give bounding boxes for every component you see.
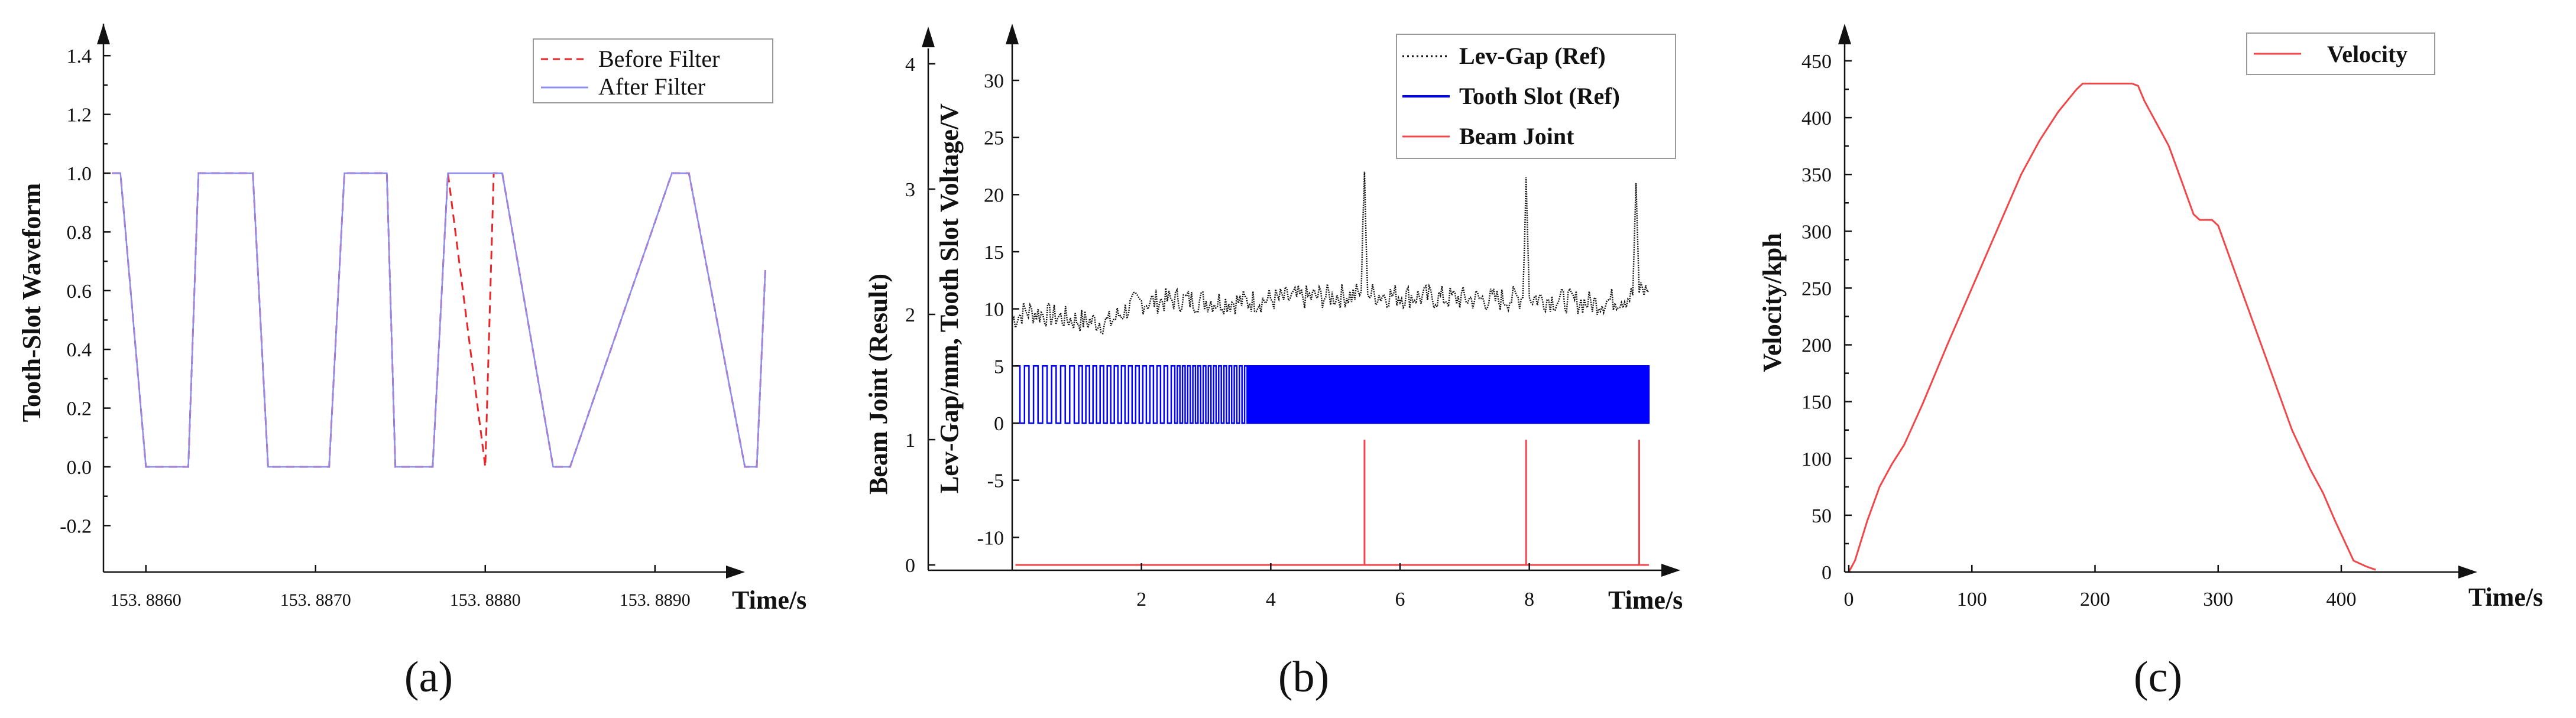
panel-b-legend-label-lev-gap: Lev-Gap (Ref) [1459, 43, 1606, 69]
panel-b-series-lev-gap [1011, 171, 1650, 335]
panel-a: -0.20.00.20.40.60.81.01.21.4 153. 8860 15… [17, 24, 806, 701]
panel-c-series-velocity [1848, 82, 2376, 573]
panel-c-y-axis-arrow-icon [1838, 24, 1851, 44]
panel-b-x-tick-label: 8 [1524, 589, 1534, 610]
panel-b-inner-y-tick-label: 15 [984, 242, 1004, 264]
panel-c-x-axis-arrow-icon [2458, 566, 2477, 579]
panel-c-legend: Velocity [2246, 33, 2435, 75]
panel-a-y-tick-label: 0.4 [67, 339, 92, 361]
panel-b-x-ticks: 2 4 6 8 [1136, 563, 1534, 610]
panel-b-x-tick-label: 2 [1136, 589, 1146, 610]
panel-b-inner-y-tick-label: -5 [987, 470, 1004, 492]
panel-b-inner-y-ticks: -10 -5 0 5 10 15 20 25 30 [977, 70, 1019, 549]
panel-b-legend-label-tooth-slot: Tooth Slot (Ref) [1459, 83, 1620, 109]
panel-b-plot-area [1011, 171, 1650, 566]
panel-b-inner-y-tick-label: 30 [984, 70, 1004, 92]
panel-a-x-axis-arrow-icon [726, 566, 745, 579]
panel-a-legend: Before Filter After Filter [533, 38, 773, 103]
panel-c-y-tick-label: 300 [1801, 221, 1832, 243]
panel-a-legend-label-before-filter: Before Filter [598, 46, 720, 72]
panel-b-outer-y-axis-arrow-icon [922, 27, 935, 47]
panel-c-y-tick-label: 100 [1801, 449, 1832, 470]
panel-a-series-after-filter [112, 172, 766, 468]
panel-b-outer-y-tick-label: 0 [905, 555, 915, 577]
panel-a-y-axis-arrow-icon [97, 24, 110, 44]
panel-b-inner-y-axis-arrow-icon [1006, 24, 1019, 44]
panel-b-inner-y-tick-label: 5 [994, 356, 1004, 378]
panel-c-x-tick-label: 200 [2080, 589, 2110, 610]
panel-c-plot-area [1848, 82, 2376, 573]
panel-b-x-axis-title: Time/s [1608, 586, 1683, 615]
panel-a-plot-area [112, 172, 766, 468]
panel-b-inner-y-axis-title: Lev-Gap/mm, Tooth Slot Voltage/V [935, 103, 964, 493]
panel-c-x-tick-label: 0 [1844, 589, 1854, 610]
panel-c-x-tick-label: 400 [2326, 589, 2357, 610]
panel-a-y-tick-label: 0.2 [67, 398, 92, 420]
panel-c-y-tick-label: 400 [1801, 108, 1832, 129]
panel-c-y-tick-label: 0 [1822, 562, 1832, 584]
panel-b-inner-y-tick-label: 10 [984, 299, 1004, 321]
panel-b: 0 1 2 3 4 -10 -5 0 5 10 15 20 25 30 2 4 6 8 Time/s Beam… [864, 24, 1683, 701]
panel-c-legend-label-velocity: Velocity [2327, 41, 2407, 67]
panel-a-y-tick-label: -0.2 [60, 515, 92, 537]
panel-b-outer-y-tick-label: 4 [905, 54, 915, 76]
panel-c-x-tick-label: 100 [1957, 589, 1987, 610]
panel-a-x-tick-label: 153. 8880 [450, 590, 521, 610]
panel-a-y-tick-label: 1.0 [67, 163, 92, 185]
panel-a-legend-box [533, 38, 773, 103]
panel-c-y-tick-label: 250 [1801, 278, 1832, 300]
panel-a-x-tick-label: 153. 8870 [280, 590, 351, 610]
panel-c-x-tick-label: 300 [2203, 589, 2233, 610]
panel-c-y-tick-label: 450 [1801, 51, 1832, 73]
panel-c: 0 50 100 150 200 250 300 350 400 450 0 100 200 300 40… [1758, 24, 2543, 701]
panel-b-inner-y-tick-label: -10 [977, 527, 1004, 549]
panel-a-x-axis-title: Time/s [732, 586, 806, 615]
panel-b-inner-y-tick-label: 0 [994, 413, 1004, 435]
panel-a-x-ticks: 153. 8860 153. 8870 153. 8880 153. 8890 [111, 565, 691, 610]
panel-a-y-ticks: -0.2 0.0 0.2 0.4 0.6 0.8 1.0 1.2 1.4 [60, 46, 111, 537]
panel-b-outer-y-tick-label: 3 [905, 179, 915, 201]
panel-a-y-tick-label: 1.2 [67, 105, 92, 126]
panel-b-x-tick-label: 4 [1266, 589, 1276, 610]
panel-c-y-tick-label: 150 [1801, 392, 1832, 414]
panel-b-label: (b) [1278, 653, 1329, 701]
panel-c-x-ticks: 0 100 200 300 400 [1844, 565, 2357, 610]
panel-b-x-axis-arrow-icon [1661, 564, 1680, 577]
panel-b-outer-y-tick-label: 2 [905, 304, 915, 326]
panel-a-label: (a) [404, 653, 453, 701]
panel-c-y-ticks: 0 50 100 150 200 250 300 350 400 450 [1801, 51, 1852, 584]
panel-b-outer-y-axis-title: Beam Joint (Result) [864, 274, 893, 495]
panel-b-legend: Lev-Gap (Ref) Tooth Slot (Ref) Beam Join… [1396, 34, 1676, 159]
panel-a-y-tick-label: 0.0 [67, 457, 92, 479]
panel-a-y-tick-label: 1.4 [67, 46, 92, 67]
panel-a-series-before-filter [112, 172, 766, 468]
panel-b-legend-label-beam-joint: Beam Joint [1459, 123, 1574, 150]
panel-a-x-tick-label: 153. 8860 [111, 590, 182, 610]
panel-c-y-tick-label: 200 [1801, 335, 1832, 357]
panel-c-y-axis-title: Velocity/kph [1758, 233, 1787, 372]
panel-a-legend-label-after-filter: After Filter [598, 73, 705, 100]
panel-b-series-tooth-slot [1015, 365, 1650, 424]
panel-a-x-tick-label: 153. 8890 [620, 590, 691, 610]
panel-c-y-tick-label: 50 [1812, 505, 1832, 527]
panel-b-inner-y-tick-label: 20 [984, 184, 1004, 206]
panel-a-y-axis-title: Tooth-Slot Waveform [17, 183, 46, 423]
panel-b-outer-y-tick-label: 1 [905, 430, 915, 451]
panel-c-x-axis-title: Time/s [2468, 583, 2543, 612]
panel-c-y-tick-label: 350 [1801, 164, 1832, 186]
panel-b-inner-y-tick-label: 25 [984, 128, 1004, 150]
panel-a-y-tick-label: 0.8 [67, 222, 92, 243]
panel-b-x-tick-label: 6 [1395, 589, 1405, 610]
panel-b-outer-y-ticks: 0 1 2 3 4 [905, 54, 935, 577]
panel-c-label: (c) [2134, 653, 2182, 701]
panel-a-y-tick-label: 0.6 [67, 281, 92, 303]
panel-b-series-beam-joint [1015, 440, 1649, 566]
